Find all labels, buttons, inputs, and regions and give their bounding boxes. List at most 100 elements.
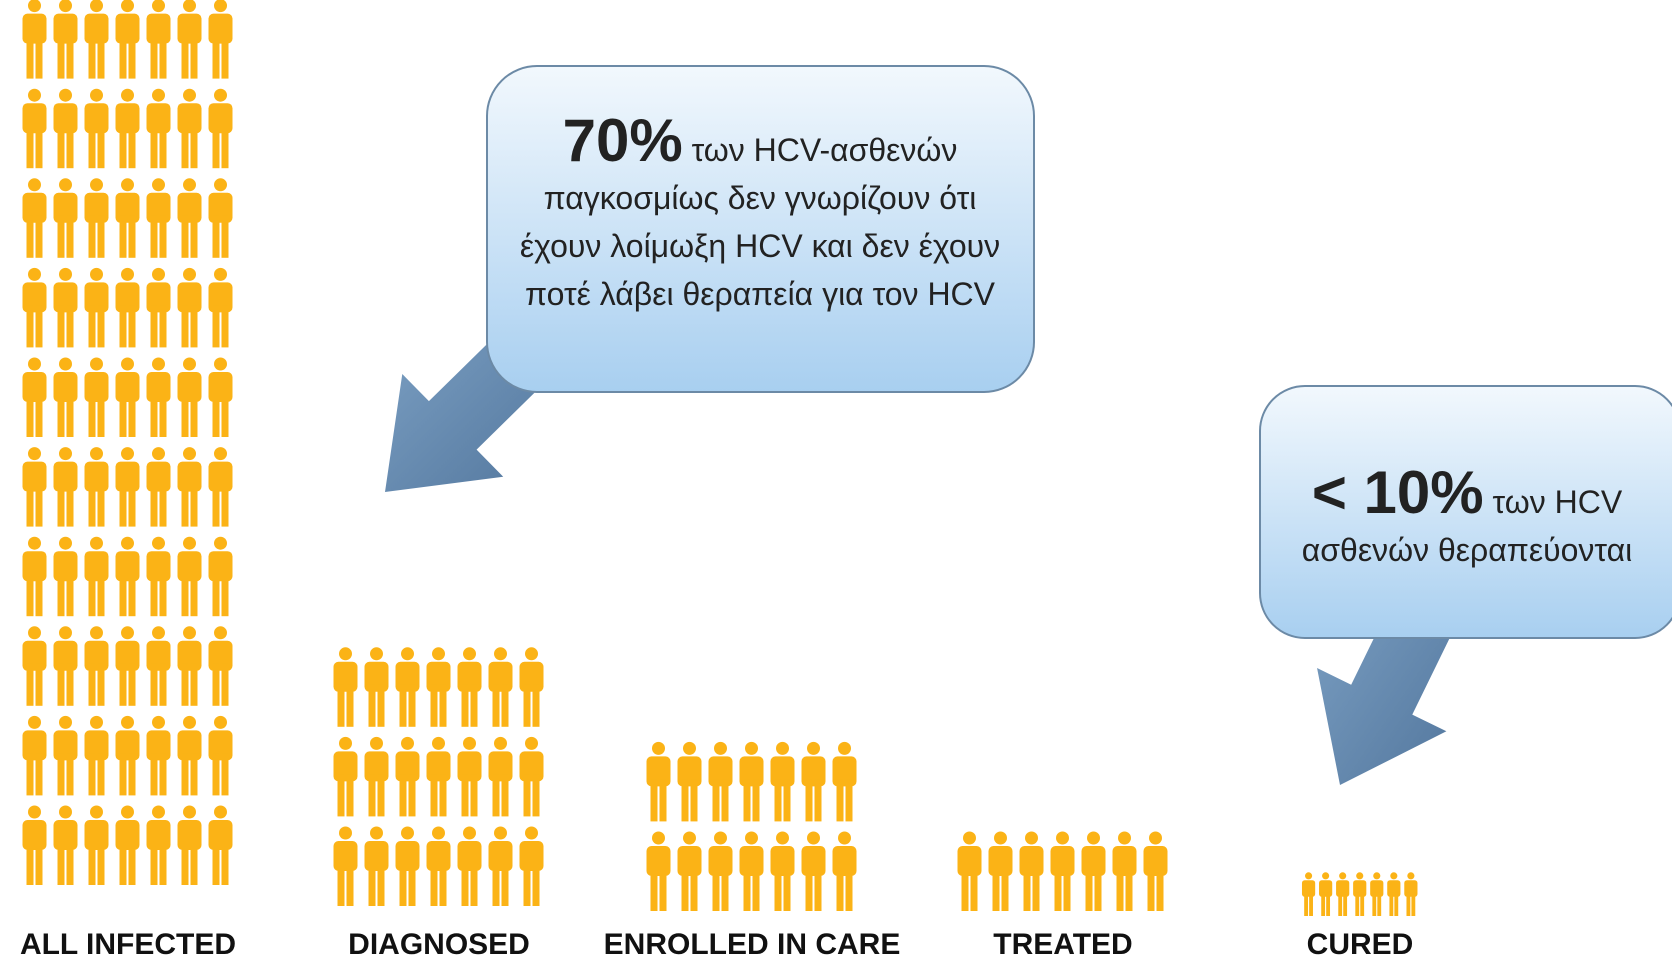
leg xyxy=(492,684,500,727)
leg xyxy=(368,774,376,817)
head xyxy=(28,805,41,819)
leg xyxy=(439,864,447,906)
person-icon xyxy=(22,626,47,706)
head xyxy=(463,826,476,840)
leg xyxy=(721,869,729,911)
leg xyxy=(1411,892,1416,916)
head xyxy=(525,736,538,750)
person-icon xyxy=(53,88,78,169)
head xyxy=(214,536,227,550)
leg xyxy=(150,574,158,617)
head xyxy=(90,0,103,13)
leg xyxy=(119,484,127,527)
callout-1: 70% των HCV-ασθενών παγκοσμίως δεν γνωρί… xyxy=(500,108,1020,318)
body xyxy=(146,282,171,313)
leg xyxy=(159,753,167,796)
leg xyxy=(150,663,158,706)
icon-row xyxy=(333,826,544,906)
person-icon xyxy=(84,357,109,437)
person-icon xyxy=(739,831,764,911)
person-icon xyxy=(115,715,140,796)
body xyxy=(208,820,233,850)
leg xyxy=(88,663,96,706)
leg xyxy=(805,869,813,911)
body xyxy=(84,192,109,223)
leg xyxy=(221,753,229,796)
person-icon xyxy=(364,736,389,817)
person-icon xyxy=(488,647,513,727)
body xyxy=(1319,880,1333,897)
icon-row xyxy=(22,447,233,527)
leg xyxy=(430,684,438,727)
leg xyxy=(1394,892,1399,916)
person-icon xyxy=(1370,872,1384,916)
person-icon xyxy=(146,536,171,617)
body xyxy=(739,756,764,787)
head xyxy=(776,741,789,755)
person-icon xyxy=(519,647,544,727)
leg xyxy=(836,869,844,911)
leg xyxy=(128,663,136,706)
person-icon xyxy=(22,178,47,258)
body xyxy=(1370,880,1384,897)
leg xyxy=(66,395,74,437)
body xyxy=(115,103,140,134)
leg xyxy=(712,779,720,822)
leg xyxy=(212,215,220,258)
leg xyxy=(35,215,43,258)
body xyxy=(53,640,78,671)
leg xyxy=(1343,892,1348,916)
leg xyxy=(57,753,65,796)
body xyxy=(1353,880,1367,897)
leg xyxy=(150,753,158,796)
category-label: CURED xyxy=(1306,928,1414,961)
leg xyxy=(836,779,844,822)
person-icon xyxy=(646,831,671,911)
leg xyxy=(774,869,782,911)
head xyxy=(152,805,165,819)
person-icon xyxy=(832,741,857,822)
head xyxy=(121,536,134,550)
person-icon xyxy=(208,805,233,885)
head xyxy=(370,826,383,840)
leg xyxy=(88,574,96,617)
head xyxy=(1056,831,1069,845)
person-icon xyxy=(53,357,78,437)
person-icon xyxy=(457,736,482,817)
person-icon xyxy=(364,826,389,906)
person-icon xyxy=(770,831,795,911)
leg xyxy=(119,36,127,79)
leg xyxy=(57,36,65,79)
head xyxy=(90,178,103,192)
head xyxy=(963,831,976,845)
leg xyxy=(1304,892,1309,916)
leg xyxy=(783,779,791,822)
person-icon xyxy=(84,626,109,706)
leg xyxy=(690,869,698,911)
head xyxy=(183,357,196,371)
leg xyxy=(212,574,220,617)
head xyxy=(432,736,445,750)
head xyxy=(59,88,72,102)
head xyxy=(152,88,165,102)
body xyxy=(957,846,982,876)
person-icon xyxy=(53,447,78,527)
person-icon xyxy=(53,0,78,79)
leg xyxy=(97,305,105,348)
head xyxy=(401,826,414,840)
head xyxy=(59,715,72,729)
leg xyxy=(221,36,229,79)
head xyxy=(745,831,758,845)
person-icon xyxy=(146,88,171,169)
head xyxy=(28,0,41,13)
leg xyxy=(57,484,65,527)
head xyxy=(28,715,41,729)
leg xyxy=(190,395,198,437)
head xyxy=(121,178,134,192)
body xyxy=(84,13,109,44)
head xyxy=(59,0,72,13)
body xyxy=(739,846,764,876)
body xyxy=(146,730,171,761)
leg xyxy=(408,864,416,906)
body xyxy=(84,820,109,850)
